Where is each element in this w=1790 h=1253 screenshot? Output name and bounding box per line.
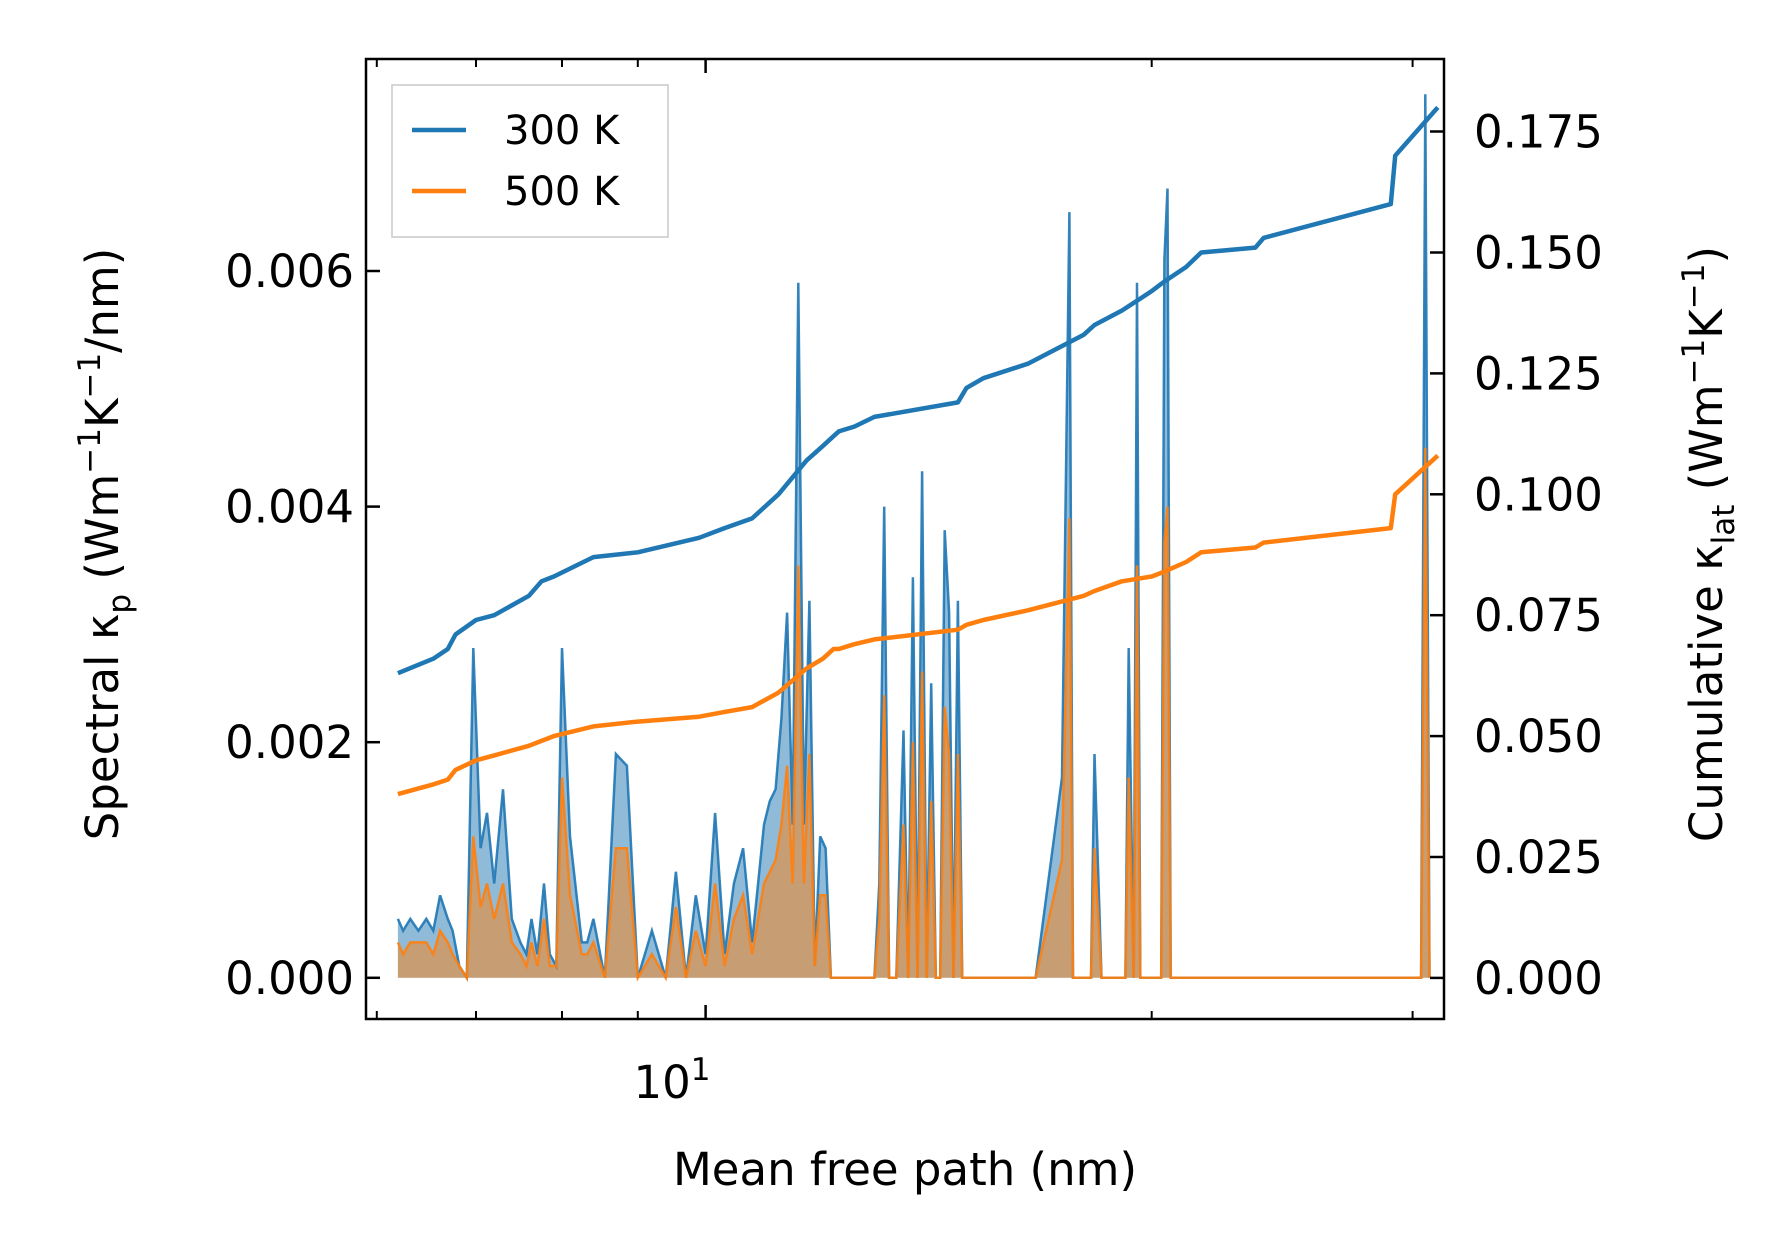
cumulative-series-layer: [397, 105, 1440, 797]
spectral-area-500k: [397, 447, 1430, 978]
spectral-line-500k: [396, 447, 1431, 982]
left-tick-label-1: 0.002: [225, 716, 354, 769]
cumulative-line-300k: [397, 105, 1440, 676]
x-axis-title: Mean free path (nm): [673, 1143, 1137, 1196]
legend-label-300k: 300 K: [504, 108, 621, 154]
left-axis-ticks: 0.000 0.002 0.004 0.006: [225, 245, 380, 1005]
spectral-series-layer: [396, 94, 1431, 982]
right-tick-label-2: 0.050: [1474, 710, 1603, 763]
right-tick-label-0: 0.000: [1474, 952, 1603, 1005]
x-tick-label-10: 101: [634, 1052, 711, 1109]
plot-frame: [364, 57, 1446, 1021]
x-axis-ticks: [375, 59, 1414, 1019]
left-tick-label-0: 0.000: [225, 952, 354, 1005]
legend: 300 K 500 K: [391, 84, 669, 238]
left-tick-label-3: 0.006: [225, 245, 354, 298]
cumulative-line-500k: [397, 453, 1440, 797]
right-axis-title: Cumulative κlat (Wm−1K−1): [1676, 246, 1742, 842]
right-axis-ticks: 0.000 0.025 0.050 0.075 0.100 0.125 0.150 0.175: [1430, 106, 1603, 1005]
right-tick-label-1: 0.025: [1474, 831, 1603, 884]
right-tick-label-5: 0.125: [1474, 347, 1603, 400]
left-tick-label-2: 0.004: [225, 481, 354, 534]
legend-label-500k: 500 K: [504, 169, 621, 215]
right-tick-label-6: 0.150: [1474, 227, 1603, 280]
left-axis-title: Spectral κp (Wm−1K−1/nm): [72, 248, 138, 841]
legend-box: [391, 84, 669, 238]
right-tick-label-3: 0.075: [1474, 589, 1603, 642]
right-tick-label-7: 0.175: [1474, 106, 1603, 159]
right-tick-label-4: 0.100: [1474, 468, 1603, 521]
plot-area: [396, 94, 1440, 982]
